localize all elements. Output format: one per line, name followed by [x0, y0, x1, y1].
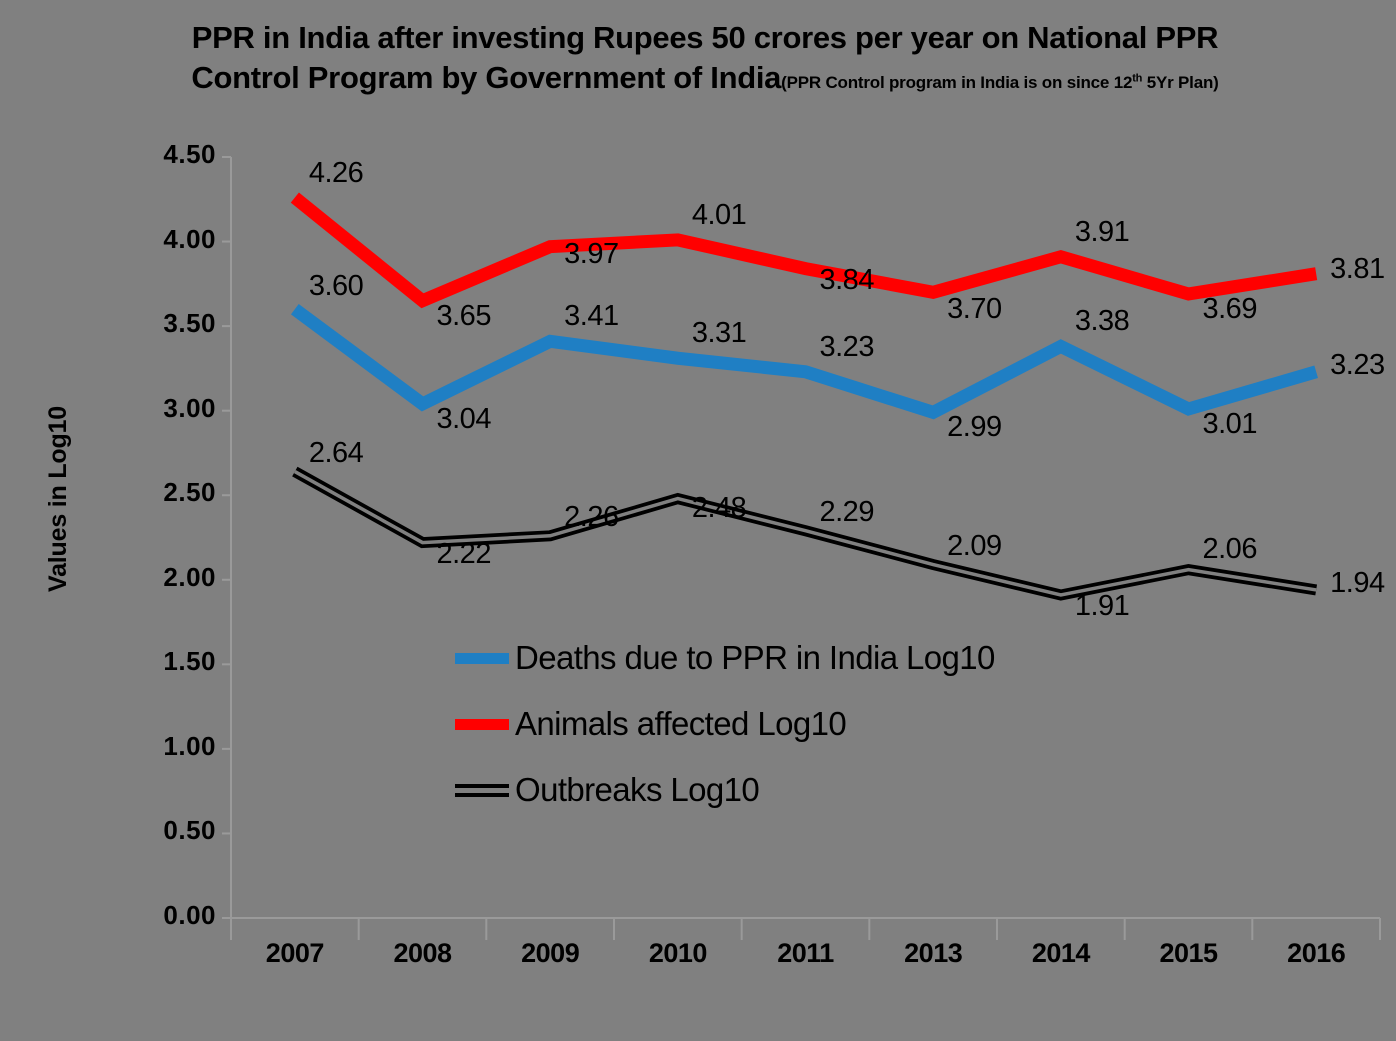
x-axis-tick-label-2008: 2008 — [393, 938, 452, 968]
data-label: 1.94 — [1330, 566, 1385, 599]
y-axis-tick-label: 3.50 — [163, 308, 216, 339]
y-axis-tick-label: 4.00 — [163, 223, 216, 254]
x-axis-tick-label-2015: 2015 — [1159, 938, 1219, 968]
legend-label: Animals affected Log10 — [515, 705, 847, 742]
x-axis-tick-label-2014: 2014 — [1031, 938, 1091, 968]
data-label: 2.09 — [947, 529, 1002, 562]
series-line-animals — [290, 192, 1318, 309]
data-label: 1.91 — [1074, 589, 1130, 622]
data-label: 3.23 — [819, 330, 875, 363]
chart-subtitle-suffix: 5Yr Plan) — [1142, 72, 1219, 92]
y-axis-tick-label: 4.50 — [163, 139, 216, 169]
data-label: 3.23 — [1330, 348, 1385, 381]
data-label: 2.48 — [691, 491, 747, 524]
y-axis-tick-label: 2.00 — [163, 561, 216, 592]
data-label: 3.04 — [436, 402, 492, 435]
legend-label: Outbreaks Log10 — [515, 771, 760, 808]
data-label: 3.84 — [819, 263, 875, 296]
x-axis-tick-labels: 2007 2008 2009 2010 2011 2013 2014 2015 2016 — [231, 938, 1380, 982]
legend-item[interactable]: Animals affected Log10 — [455, 691, 1095, 757]
data-label: 2.99 — [947, 411, 1002, 444]
y-axis-tick-label: 1.00 — [163, 730, 216, 761]
y-axis-tick-label: 2.50 — [163, 477, 216, 508]
y-axis-tick-label: 3.00 — [163, 392, 216, 423]
series-line-deaths — [290, 303, 1318, 420]
y-axis-tick-label: 0.50 — [163, 815, 216, 846]
legend-swatch-outbreaks — [455, 783, 509, 797]
y-axis-tick-labels: 4.50 4.00 3.50 3.00 2.50 2.00 1.50 1.00 0.50 0.00 — [116, 0, 216, 1041]
data-label: 2.22 — [436, 537, 492, 570]
legend-swatch-animals — [455, 718, 509, 730]
series-lines — [290, 192, 1318, 601]
data-label: 3.65 — [436, 299, 492, 332]
chart-subtitle-prefix: (PPR Control program in India is on sinc… — [781, 72, 1133, 92]
chart-title-line-2-wrap: Control Program by Government of India(P… — [40, 58, 1370, 98]
series-line-outbreaks-inner — [293, 470, 1317, 597]
x-axis-tick-label-2009: 2009 — [521, 938, 580, 968]
legend-label: Deaths due to PPR in India Log10 — [515, 639, 995, 676]
legend-swatch-deaths — [455, 652, 509, 664]
data-label: 4.01 — [691, 198, 747, 231]
x-axis-tick-label-2011: 2011 — [777, 938, 834, 968]
chart-legend: Deaths due to PPR in India Log10 Animals … — [455, 625, 1095, 823]
data-label: 3.31 — [691, 317, 747, 350]
x-axis-tick-label-2007: 2007 — [265, 938, 325, 968]
legend-item[interactable]: Outbreaks Log10 — [455, 757, 1095, 823]
data-label: 2.29 — [819, 495, 875, 528]
axis-lines — [222, 156, 1381, 940]
data-label: 3.60 — [308, 270, 364, 303]
chart-title-line-1: PPR in India after investing Rupees 50 c… — [191, 20, 1219, 55]
chart-title: PPR in India after investing Rupees 50 c… — [40, 18, 1370, 97]
chart-subtitle-superscript: th — [1132, 72, 1143, 85]
chart-subtitle: (PPR Control program in India is on sinc… — [781, 73, 1219, 92]
data-label: 3.97 — [564, 237, 619, 270]
x-axis-tick-label-2010: 2010 — [648, 938, 708, 968]
data-label: 3.41 — [564, 300, 619, 333]
data-label: 3.01 — [1202, 407, 1258, 440]
data-label: 2.06 — [1202, 532, 1258, 565]
data-label: 3.38 — [1074, 305, 1130, 338]
data-label: 3.70 — [947, 293, 1002, 326]
data-label: 3.69 — [1202, 292, 1258, 325]
y-axis-tick-label: 1.50 — [163, 646, 216, 677]
chart-title-line-2: Control Program by Government of India — [191, 59, 782, 95]
data-label: 2.64 — [308, 436, 364, 469]
data-label: 4.26 — [308, 156, 364, 189]
y-axis-tick-label: 0.00 — [163, 900, 216, 930]
data-label: 3.91 — [1074, 215, 1130, 248]
x-axis-tick-label-2013: 2013 — [904, 938, 963, 968]
data-label: 3.81 — [1330, 252, 1385, 285]
x-axis-tick-label-2016: 2016 — [1287, 938, 1346, 968]
data-label: 2.26 — [564, 500, 619, 533]
legend-item[interactable]: Deaths due to PPR in India Log10 — [455, 625, 1095, 691]
